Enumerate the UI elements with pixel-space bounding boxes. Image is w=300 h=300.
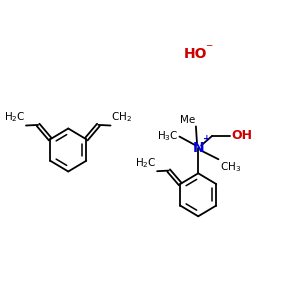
Text: OH: OH bbox=[231, 130, 252, 142]
Text: H$_2$C: H$_2$C bbox=[4, 110, 25, 124]
Text: N: N bbox=[192, 141, 204, 155]
Text: CH$_2$: CH$_2$ bbox=[111, 110, 132, 124]
Text: +: + bbox=[203, 134, 211, 142]
Text: $^{-}$: $^{-}$ bbox=[205, 43, 213, 56]
Text: CH$_3$: CH$_3$ bbox=[220, 160, 241, 174]
Text: HO: HO bbox=[184, 47, 207, 61]
Text: Me: Me bbox=[180, 115, 195, 125]
Text: H$_2$C: H$_2$C bbox=[135, 157, 156, 170]
Text: H$_3$C: H$_3$C bbox=[157, 130, 178, 143]
